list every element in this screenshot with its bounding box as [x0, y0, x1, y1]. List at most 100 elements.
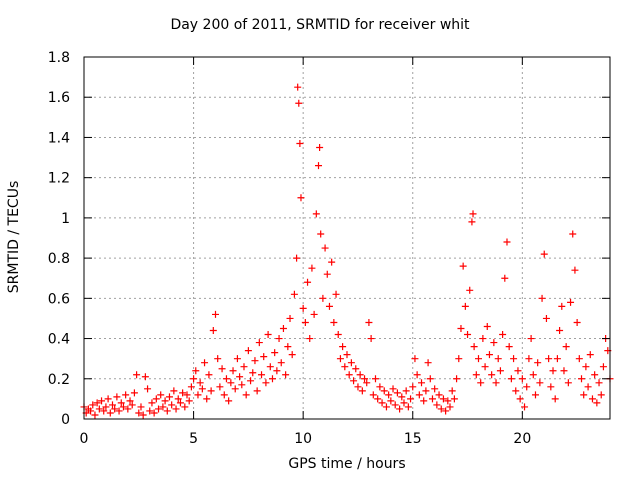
data-point	[214, 355, 222, 363]
grid-lines	[84, 57, 610, 419]
data-point	[545, 355, 553, 363]
data-point	[580, 391, 588, 399]
data-point	[584, 383, 592, 391]
data-point	[296, 139, 304, 147]
data-point	[477, 379, 485, 387]
data-point	[253, 387, 261, 395]
data-point	[556, 327, 564, 335]
data-point	[115, 407, 123, 415]
data-point	[455, 355, 463, 363]
data-point	[183, 391, 191, 399]
data-point	[343, 351, 351, 359]
data-point	[496, 367, 504, 375]
data-point	[130, 389, 138, 397]
data-point	[294, 83, 302, 91]
data-point	[365, 318, 373, 326]
data-point	[312, 210, 320, 218]
x-tick-label: 20	[513, 431, 531, 447]
data-point	[433, 401, 441, 409]
data-point	[371, 375, 379, 383]
data-point	[282, 371, 290, 379]
data-point	[187, 383, 195, 391]
data-point	[490, 339, 498, 347]
data-point	[516, 395, 524, 403]
data-point	[494, 355, 502, 363]
data-point	[229, 367, 237, 375]
axis-tick-labels: 0 0.2 0.4 0.6 0.8 1 1.2 1.4 1.6 1.8 0 5 10 15 20	[48, 50, 532, 447]
data-point	[231, 385, 239, 393]
data-point	[297, 194, 305, 202]
data-point	[139, 411, 147, 419]
data-point	[507, 375, 515, 383]
data-point	[238, 381, 246, 389]
data-point	[168, 401, 176, 409]
data-point	[251, 357, 259, 365]
data-point	[325, 302, 333, 310]
data-point	[192, 367, 200, 375]
data-point	[209, 327, 217, 335]
data-point	[464, 331, 472, 339]
data-point	[242, 391, 250, 399]
data-point	[431, 385, 439, 393]
data-point	[411, 355, 419, 363]
data-point	[560, 367, 568, 375]
data-point	[133, 371, 141, 379]
data-point	[450, 395, 458, 403]
data-point	[501, 274, 509, 282]
data-point	[316, 144, 324, 151]
data-point	[562, 343, 570, 351]
data-point	[488, 371, 496, 379]
data-point	[268, 375, 276, 383]
data-point	[459, 262, 467, 270]
data-point	[538, 294, 546, 302]
data-point	[529, 371, 537, 379]
data-point	[141, 373, 149, 381]
data-point	[157, 391, 165, 399]
y-tick-label: 0.8	[48, 251, 70, 267]
data-point	[599, 363, 607, 371]
data-point	[361, 375, 369, 383]
data-point	[341, 363, 349, 371]
data-point	[198, 385, 206, 393]
data-point	[301, 318, 309, 326]
data-point	[461, 302, 469, 310]
data-point	[551, 395, 559, 403]
data-point	[275, 335, 283, 343]
x-tick-label: 5	[189, 431, 198, 447]
data-point	[332, 290, 340, 298]
data-point	[369, 391, 377, 399]
data-point	[448, 387, 456, 395]
data-point	[483, 322, 491, 330]
x-axis-label: GPS time / hours	[288, 456, 406, 472]
data-point	[288, 351, 296, 359]
data-point	[352, 365, 360, 373]
data-point	[95, 405, 103, 413]
data-point	[271, 349, 279, 357]
data-point	[293, 254, 301, 262]
data-point	[418, 379, 426, 387]
data-point	[391, 401, 399, 409]
data-point	[334, 331, 342, 339]
data-point	[439, 395, 447, 403]
data-point	[595, 379, 603, 387]
data-point	[277, 359, 285, 367]
data-point	[514, 367, 522, 375]
data-point	[179, 389, 187, 397]
data-point	[367, 335, 375, 343]
data-point	[518, 375, 526, 383]
data-point	[216, 383, 224, 391]
data-point	[582, 363, 590, 371]
data-points	[80, 83, 614, 419]
data-point	[102, 403, 110, 411]
chart-title: Day 200 of 2011, SRMTID for receiver whi…	[170, 17, 470, 33]
data-point	[299, 304, 307, 312]
data-point	[240, 363, 248, 371]
data-point	[205, 371, 213, 379]
data-point	[220, 391, 228, 399]
data-point	[310, 310, 318, 318]
y-tick-label: 1.2	[48, 171, 70, 187]
data-point	[547, 383, 555, 391]
data-point	[468, 218, 476, 226]
data-point	[328, 258, 336, 266]
data-point	[128, 401, 136, 409]
